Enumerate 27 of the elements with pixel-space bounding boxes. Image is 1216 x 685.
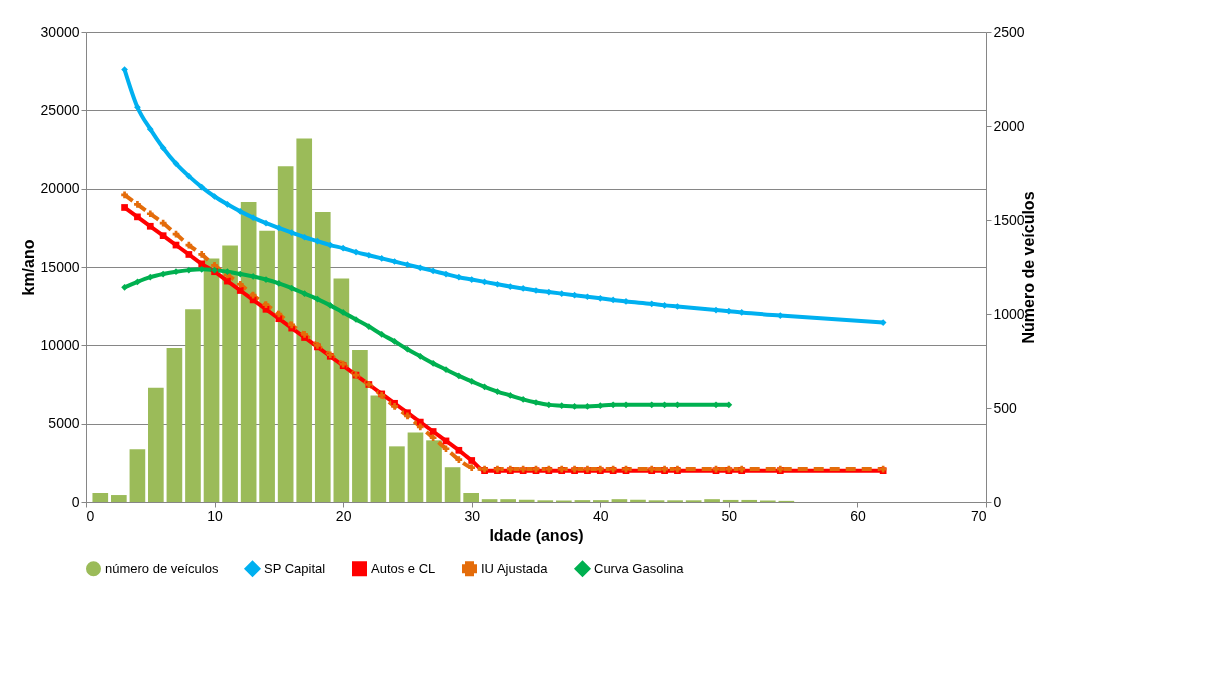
y-tick-label: 25000 [40, 101, 80, 118]
y-tick-label: 5000 [48, 415, 80, 432]
x-tick-label: 30 [464, 507, 481, 524]
y-tick-label: 20000 [40, 180, 80, 197]
legend-label: SP Capital [264, 560, 326, 576]
y-tick-label: 10000 [40, 336, 80, 353]
legend-label: IU Ajustada [481, 560, 549, 576]
y2-tick-label: 0 [993, 493, 1002, 510]
x-tick-label: 60 [850, 507, 866, 524]
y-tick-label: 15000 [40, 258, 80, 275]
legend-label: Curva Gasolina [594, 560, 685, 576]
x-tick-label: 0 [86, 507, 95, 524]
y-tick-label: 0 [71, 493, 80, 510]
x-tick-label: 40 [593, 507, 609, 524]
x-axis-title: Idade (anos) [489, 526, 584, 544]
x-tick-label: 70 [970, 507, 987, 524]
y2-tick-label: 1000 [993, 305, 1025, 322]
y-axis-title: km/ano [19, 239, 37, 296]
x-tick-label: 10 [207, 507, 224, 524]
legend-label: número de veículos [105, 560, 219, 576]
y2-tick-label: 500 [993, 399, 1018, 416]
x-tick-label: 50 [721, 507, 738, 524]
y-tick-label: 30000 [40, 23, 80, 40]
y2-tick-label: 2000 [993, 117, 1025, 134]
x-tick-label: 20 [335, 507, 352, 524]
legend-label: Autos e CL [371, 560, 436, 576]
y2-tick-label: 2500 [993, 23, 1025, 40]
